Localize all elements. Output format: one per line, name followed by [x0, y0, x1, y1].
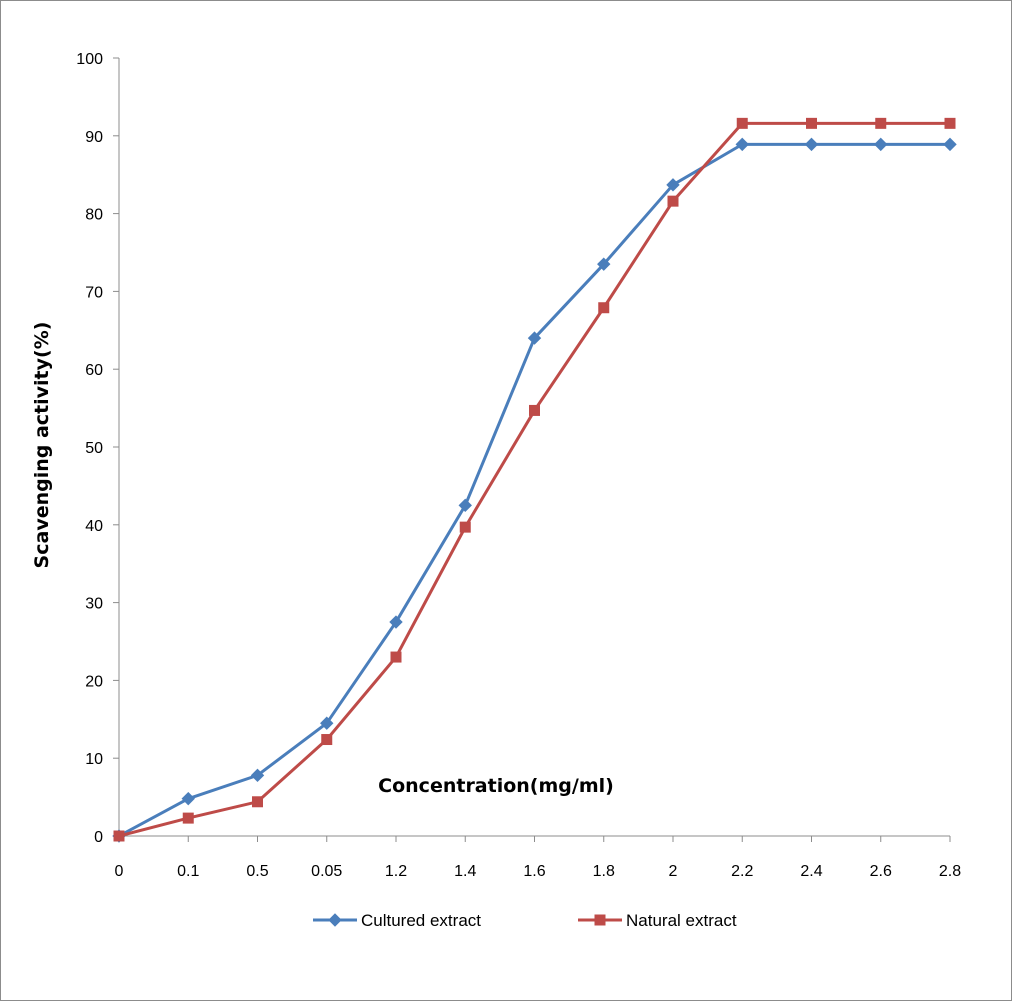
- data-point: [321, 734, 333, 746]
- data-point: [944, 117, 956, 129]
- y-tick-label: 50: [85, 440, 103, 457]
- x-tick-label: 2.4: [800, 863, 822, 880]
- x-tick-label: 2.8: [939, 863, 961, 880]
- x-axis-title: Concentration(mg/ml): [378, 775, 614, 797]
- axes: [118, 58, 950, 837]
- y-tick-label: 40: [85, 518, 103, 535]
- legend-item: Natural extract: [578, 911, 737, 930]
- legend: Cultured extract Natural extract: [313, 911, 737, 930]
- x-tick-label: 0: [115, 863, 124, 880]
- y-axis-title: Scavenging activity(%): [31, 322, 53, 569]
- y-tick-label: 70: [85, 284, 103, 301]
- y-tick-label: 10: [85, 751, 103, 768]
- y-tick-label: 0: [94, 829, 103, 846]
- y-tick-label: 100: [76, 51, 103, 68]
- data-point: [459, 521, 471, 533]
- y-tick-label: 20: [85, 673, 103, 690]
- y-tick-label: 30: [85, 596, 103, 613]
- data-point: [390, 651, 402, 663]
- series-line: [118, 142, 950, 838]
- legend-marker: [328, 913, 342, 927]
- data-point: [182, 812, 194, 824]
- data-point: [252, 796, 263, 808]
- data-point: [667, 195, 679, 207]
- legend-marker: [594, 914, 606, 926]
- legend-item: Cultured extract: [313, 911, 481, 930]
- x-tick-label: 2: [669, 863, 678, 880]
- x-tick-label: 1.6: [523, 863, 545, 880]
- data-point: [389, 615, 403, 629]
- legend-label: Cultured extract: [361, 911, 481, 930]
- data-point: [181, 791, 195, 806]
- x-tick-label: 0.1: [177, 863, 199, 880]
- y-tick-label: 60: [85, 362, 103, 379]
- data-point: [804, 137, 819, 152]
- data-point: [598, 302, 610, 314]
- series-cultured-extract: [112, 137, 957, 843]
- data-point: [113, 830, 125, 842]
- data-point: [597, 257, 611, 271]
- y-tick-label: 80: [85, 207, 103, 224]
- x-tick-label: 2.6: [870, 863, 892, 880]
- x-tick-label: 0.5: [246, 863, 268, 880]
- y-axis-ticks: 0 10 20 30 40 50 60 70 80 90 100: [76, 51, 119, 846]
- x-axis-ticks: 0 0.1 0.5 0.05 1.2 1.4 1.6 1.8 2 2.2 2.4 2.6 2.8: [115, 836, 961, 880]
- series-line: [118, 121, 950, 838]
- x-tick-label: 1.4: [454, 863, 476, 880]
- x-tick-label: 1.8: [593, 863, 615, 880]
- data-point: [943, 137, 957, 152]
- data-point: [458, 498, 472, 513]
- data-point: [735, 137, 749, 152]
- series-natural-extract: [113, 117, 956, 842]
- x-tick-label: 1.2: [385, 863, 407, 880]
- data-point: [527, 331, 542, 345]
- x-tick-label: 2.2: [731, 863, 753, 880]
- data-point: [806, 117, 817, 129]
- series-layer: [112, 117, 957, 843]
- data-point: [320, 716, 334, 730]
- data-point: [666, 178, 680, 192]
- y-tick-label: 90: [85, 129, 103, 146]
- x-tick-label: 0.05: [311, 863, 342, 880]
- data-point: [875, 117, 887, 129]
- data-point: [529, 404, 540, 416]
- data-point: [874, 137, 888, 152]
- data-point: [736, 117, 748, 129]
- data-point: [250, 768, 265, 783]
- legend-label: Natural extract: [626, 911, 737, 930]
